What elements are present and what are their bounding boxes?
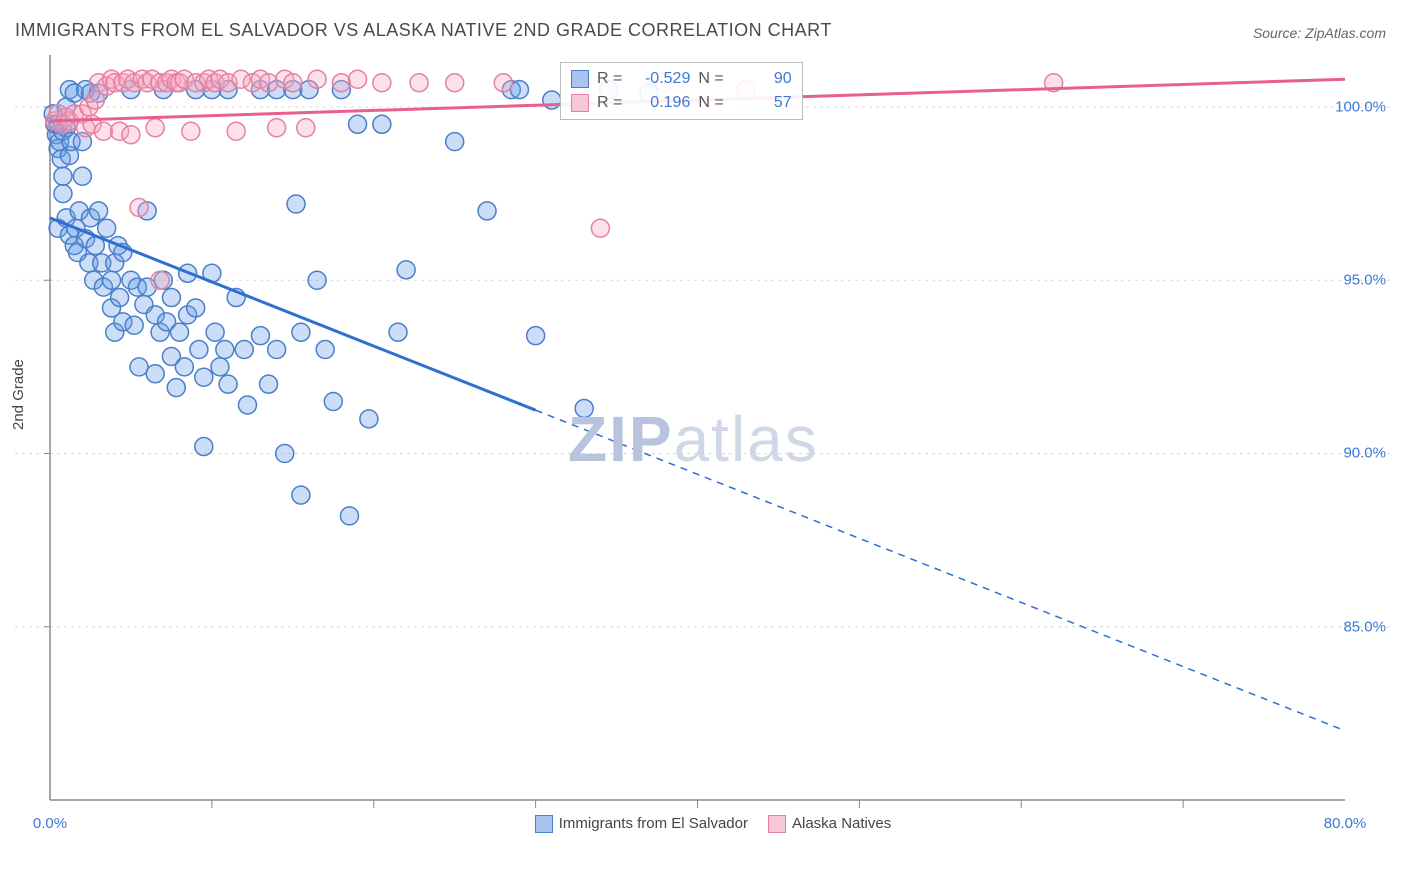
y-tick-label: 100.0% [1335, 98, 1386, 115]
legend: Immigrants from El Salvador Alaska Native… [0, 815, 1406, 833]
stats-row: R =-0.529N =90 [571, 67, 792, 91]
legend-swatch [535, 815, 553, 833]
x-tick-label: 80.0% [1324, 815, 1367, 832]
y-tick-label: 90.0% [1343, 445, 1386, 462]
stats-row: R =0.196N =57 [571, 91, 792, 115]
n-value: 90 [732, 70, 792, 88]
y-tick-label: 85.0% [1343, 618, 1386, 635]
stats-swatch [571, 70, 589, 88]
correlation-stats-box: R =-0.529N =90R =0.196N =57 [560, 62, 803, 120]
x-tick-label: 0.0% [33, 815, 67, 832]
n-value: 57 [732, 94, 792, 112]
stats-swatch [571, 94, 589, 112]
y-tick-label: 95.0% [1343, 272, 1386, 289]
legend-swatch [768, 815, 786, 833]
scatter-chart [0, 0, 1406, 892]
r-value: 0.196 [630, 94, 690, 112]
legend-label: Immigrants from El Salvador [559, 815, 748, 832]
legend-label: Alaska Natives [792, 815, 891, 832]
r-value: -0.529 [630, 70, 690, 88]
